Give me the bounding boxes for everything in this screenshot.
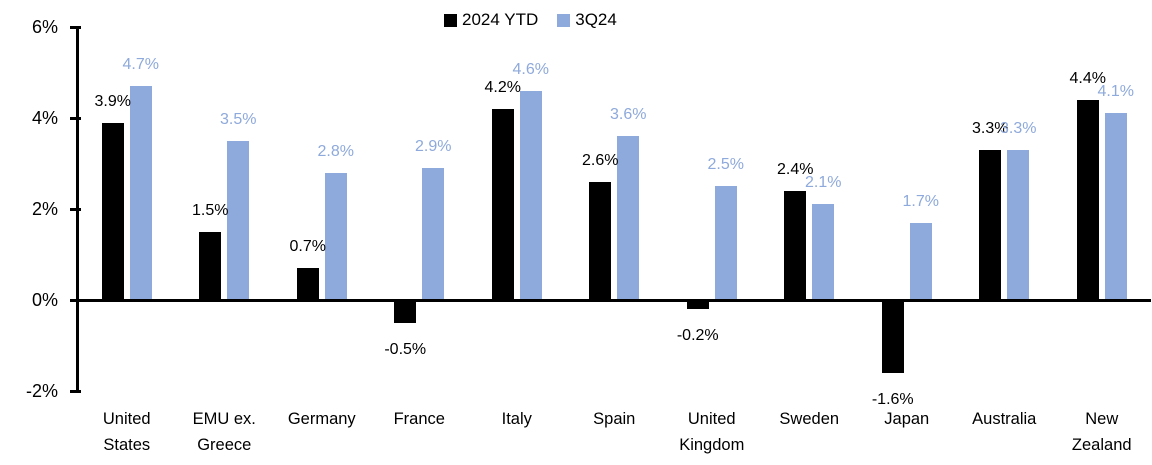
bar-2024-ytd [686, 300, 709, 310]
legend-item: 2024 YTD [444, 10, 538, 30]
category-label-line: United [687, 410, 736, 428]
legend-label: 2024 YTD [462, 10, 539, 29]
category-label-line: France [393, 410, 445, 428]
category-label-line: States [103, 436, 151, 454]
x-axis-category-label: Sweden [761, 406, 859, 432]
bar-value-label: 3.6% [610, 106, 647, 124]
y-axis-tick-label: 2% [31, 199, 58, 219]
bar-value-label: -0.2% [676, 327, 719, 345]
x-axis-category-label: EMU ex. Greece [176, 406, 274, 458]
bar-value-label: -1.6% [871, 390, 914, 408]
bar-value-label: 2.8% [317, 142, 354, 160]
category-label-line: Spain [593, 410, 636, 428]
bar-3q24 [129, 86, 152, 300]
category-label-line: Japan [884, 410, 930, 428]
bar-value-label: 2.6% [582, 151, 619, 169]
x-axis-category-label: Italy [468, 406, 566, 432]
category-label-line: Germany [287, 410, 356, 428]
y-axis-tick [70, 299, 81, 302]
bar-value-label: 4.2% [484, 78, 521, 96]
x-axis-category-label: Germany [273, 406, 371, 432]
x-axis-category-label: Japan [858, 406, 956, 432]
y-axis-tick-label: 0% [31, 290, 58, 310]
legend-swatch-icon [444, 13, 457, 27]
bar-value-label: 3.3% [1000, 119, 1037, 137]
bar-value-label: 0.7% [289, 238, 326, 256]
bar-value-label: 4.7% [122, 56, 159, 74]
bar-value-label: 4.4% [1069, 69, 1106, 87]
bar-3q24 [1104, 113, 1127, 300]
bar-2024-ytd [491, 108, 514, 300]
chart-legend: 2024 YTD 3Q24 [444, 10, 617, 30]
bar-2024-ytd [394, 300, 417, 323]
bar-3q24 [617, 136, 640, 300]
x-axis-category-label: France [371, 406, 469, 432]
category-label-line: EMU ex. [192, 410, 256, 428]
bar-3q24 [909, 222, 932, 300]
category-label-line: United [102, 410, 151, 428]
bar-value-label: 3.5% [220, 110, 257, 128]
bar-2024-ytd [296, 268, 319, 300]
bar-value-label: 2.9% [415, 138, 452, 156]
bar-value-label: 1.5% [192, 201, 229, 219]
bar-2024-ytd [1076, 99, 1099, 300]
bar-3q24 [714, 186, 737, 300]
bar-value-label: 4.1% [1097, 83, 1134, 101]
bar-2024-ytd [881, 300, 904, 373]
bar-2024-ytd [101, 122, 124, 300]
y-axis-tick [70, 390, 81, 393]
category-label-line: New [1085, 410, 1119, 428]
y-axis-tick [70, 208, 81, 211]
category-label-line: Zealand [1071, 436, 1132, 454]
category-label-line: Italy [501, 410, 532, 428]
x-axis-category-label: Spain [566, 406, 664, 432]
bar-2024-ytd [589, 181, 612, 300]
y-axis-tick-label: 4% [31, 108, 58, 128]
legend-label: 3Q24 [575, 10, 617, 29]
x-axis-category-label: Australia [956, 406, 1054, 432]
x-axis-category-label: United Kingdom [663, 406, 761, 458]
x-axis-category-label: United States [78, 406, 176, 458]
bar-3q24 [227, 140, 250, 300]
legend-swatch-icon [557, 13, 571, 27]
bar-value-label: 1.7% [902, 192, 939, 210]
bar-value-label: 3.3% [972, 119, 1009, 137]
x-axis-line [76, 299, 1151, 302]
bar-2024-ytd [199, 231, 222, 300]
bar-value-label: 3.9% [94, 92, 131, 110]
y-axis-tick [70, 26, 81, 29]
bar-2024-ytd [979, 149, 1002, 300]
bar-value-label: 4.6% [512, 60, 549, 78]
category-label-line: Sweden [779, 410, 840, 428]
bar-3q24 [812, 204, 835, 300]
x-axis-category-label: New Zealand [1053, 406, 1151, 458]
category-label-line: Greece [197, 436, 252, 454]
bar-value-label: -0.5% [384, 340, 427, 358]
bar-2024-ytd [784, 190, 807, 300]
bar-value-label: 2.5% [707, 156, 744, 174]
category-label-line: Australia [972, 410, 1037, 428]
category-label-line: Kingdom [679, 436, 745, 454]
y-axis-tick-label: -2% [25, 381, 58, 401]
y-axis-tick-label: 6% [31, 17, 58, 37]
bar-value-label: 2.4% [777, 160, 814, 178]
bar-3q24 [324, 172, 347, 300]
bar-3q24 [519, 90, 542, 300]
y-axis-tick [70, 117, 81, 120]
bar-value-label: 2.1% [805, 174, 842, 192]
bar-3q24 [1007, 149, 1030, 300]
bar-3q24 [422, 168, 445, 300]
legend-item: 3Q24 [557, 10, 617, 30]
